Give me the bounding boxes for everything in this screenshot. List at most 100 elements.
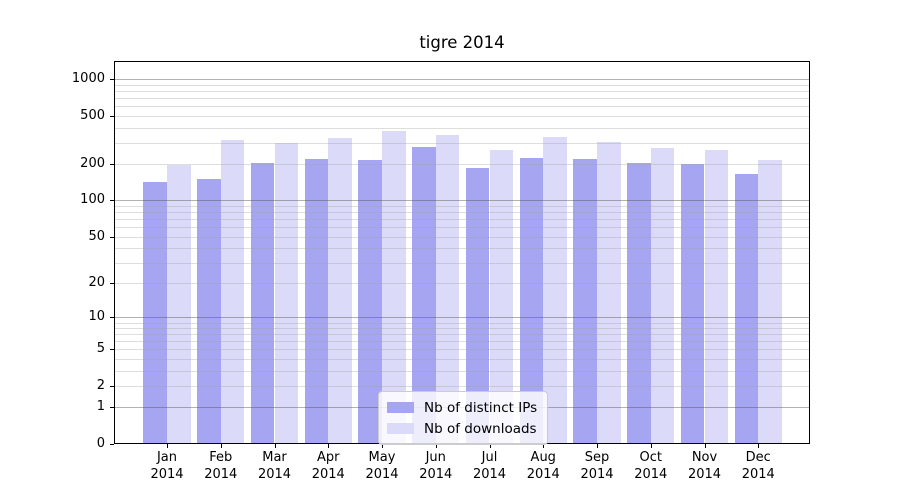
gridline-major [114,79,810,81]
x-tick-label: Mar 2014 [247,450,303,483]
x-tick-month: Feb [209,450,233,465]
y-axis-line [114,61,115,444]
x-tick-year: 2014 [150,466,184,482]
gridline-minor [114,115,810,117]
gridline-minor [114,98,810,100]
x-tick-label: Nov 2014 [677,450,733,483]
x-tick-mark [382,444,383,448]
bar-nb-of-downloads-jan [167,165,191,444]
gridline-minor [114,106,810,108]
legend-label: Nb of distinct IPs [424,399,538,416]
y-tick-label: 100 [80,192,105,208]
y-tick-mark [110,407,114,409]
x-tick-month: Apr [317,450,340,465]
y-tick-label: 20 [88,275,105,291]
y-tick-label: 10 [88,309,105,325]
x-tick-month: Aug [530,450,556,465]
x-tick-label: May 2014 [354,450,410,483]
x-tick-label: Sep 2014 [569,450,625,483]
x-tick-label: Aug 2014 [515,450,571,483]
x-tick-mark [543,444,545,448]
legend-swatch [387,402,414,413]
x-tick-year: 2014 [419,466,453,482]
bar-nb-of-distinct-ips-jan [143,182,167,444]
bar-nb-of-downloads-jul [489,149,514,444]
y-tick-mark [110,79,114,81]
bar-nb-of-downloads-may [382,130,406,444]
bar-nb-of-downloads-feb [220,140,245,444]
bar-nb-of-distinct-ips-may [358,159,382,444]
x-tick-mark [435,444,437,448]
y-tick-mark [110,349,114,351]
x-tick-mark [704,444,706,448]
x-tick-year: 2014 [741,466,775,482]
y-tick-label: 50 [88,228,105,244]
bar-nb-of-downloads-mar [274,143,299,444]
bar-nb-of-downloads-nov [704,149,729,444]
bar-nb-of-downloads-sep [597,142,621,444]
legend: Nb of distinct IPs Nb of downloads [378,391,549,445]
top-spine [114,61,810,62]
y-tick-mark [110,444,114,445]
bar-nb-of-distinct-ips-aug [519,157,544,444]
x-tick-year: 2014 [311,466,345,482]
x-tick-mark [597,444,598,448]
bar-nb-of-distinct-ips-sep [573,159,597,444]
legend-label: Nb of downloads [424,420,537,437]
x-tick-month: Nov [691,450,718,465]
x-tick-mark [758,444,760,448]
x-tick-month: Sep [584,450,610,465]
legend-row: Nb of downloads [387,418,537,439]
x-tick-year: 2014 [204,466,238,482]
x-tick-mark [220,444,222,448]
bar-nb-of-distinct-ips-jul [465,167,490,444]
bar-nb-of-distinct-ips-apr [304,159,329,444]
y-tick-label: 200 [80,156,105,172]
x-tick-mark [328,444,330,448]
x-tick-month: Jul [481,450,498,465]
gridline-minor [114,142,810,144]
bar-nb-of-distinct-ips-feb [197,178,221,444]
y-tick-mark [110,115,114,117]
x-tick-label: Jan 2014 [139,450,195,483]
x-tick-mark [167,444,168,448]
y-tick-mark [110,164,114,166]
x-tick-year: 2014 [365,466,399,482]
bar-nb-of-distinct-ips-jun [412,147,436,444]
bar-nb-of-downloads-aug [543,137,567,444]
x-tick-month: Mar [262,450,287,465]
x-tick-label: Apr 2014 [300,450,356,483]
x-tick-month: Jan [156,450,178,465]
y-tick-mark [110,386,114,388]
x-tick-year: 2014 [634,466,668,482]
bar-nb-of-distinct-ips-oct [627,163,651,444]
bar-nb-of-distinct-ips-dec [734,174,759,444]
bar-nb-of-distinct-ips-nov [680,164,705,444]
x-tick-month: Oct [639,450,662,465]
bar-nb-of-downloads-oct [650,148,675,444]
x-tick-year: 2014 [580,466,614,482]
x-tick-label: Oct 2014 [623,450,679,483]
x-tick-month: Dec [745,450,771,465]
y-tick-label: 5 [96,341,105,357]
y-tick-mark [110,283,114,285]
y-tick-label: 2 [96,378,105,394]
right-spine [809,61,810,444]
plot-area: Nb of distinct IPs Nb of downloads [114,61,810,445]
y-tick-label: 0 [96,436,105,451]
legend-swatch [387,423,414,434]
y-tick-label: 1000 [71,71,105,87]
x-tick-year: 2014 [257,466,292,482]
bar-nb-of-downloads-jun [435,134,460,444]
bar-nb-of-distinct-ips-mar [250,163,275,444]
legend-row: Nb of distinct IPs [387,397,537,418]
gridline-minor [114,127,810,129]
x-tick-mark [489,444,491,448]
x-tick-year: 2014 [687,466,722,482]
y-tick-mark [110,236,114,238]
bar-nb-of-downloads-dec [758,160,782,444]
x-tick-month: May [368,450,396,465]
x-tick-mark [274,444,276,448]
x-tick-label: Jul 2014 [462,450,518,483]
